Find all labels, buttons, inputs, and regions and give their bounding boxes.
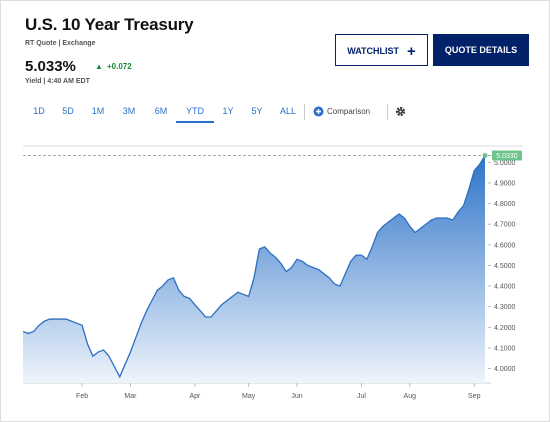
y-tick-label: 4.4000 — [494, 284, 516, 291]
range-tab[interactable]: 6M — [154, 106, 168, 116]
watchlist-button[interactable]: WATCHLIST + — [335, 34, 428, 66]
plus-icon: + — [407, 43, 416, 60]
quote-details-button[interactable]: QUOTE DETAILS — [433, 34, 529, 66]
range-tab[interactable]: 5Y — [251, 106, 263, 116]
x-tick-label: Aug — [404, 393, 417, 400]
line — [22, 155, 486, 379]
y-tick-label: 4.3000 — [494, 304, 516, 311]
divider — [304, 104, 305, 120]
y-tick-label: 4.6000 — [494, 242, 516, 249]
range-tab[interactable]: ALL — [279, 106, 297, 116]
last-point — [482, 153, 488, 159]
last-value-tag — [492, 150, 522, 161]
x-tick-label: Sep — [468, 393, 481, 400]
price-change: +0.072 — [107, 62, 132, 71]
y-tick-label: 5.0000 — [494, 160, 516, 167]
range-tab[interactable]: 5D — [62, 106, 74, 116]
x-tick-label: Jul — [357, 393, 366, 400]
button-label: WATCHLIST — [347, 46, 400, 56]
y-tick-label: 4.9000 — [494, 180, 516, 187]
x-tick-label: Apr — [189, 393, 201, 400]
x-tick-label: May — [242, 393, 256, 400]
area-fill — [23, 155, 485, 383]
y-tick-label: 4.7000 — [494, 222, 516, 229]
y-tick-label: 4.1000 — [494, 345, 516, 352]
up-arrow: ▲ — [95, 62, 103, 71]
divider — [387, 104, 388, 120]
settings-icon[interactable] — [395, 106, 406, 117]
title: U.S. 10 Year Treasury — [25, 15, 194, 34]
range-tab[interactable]: 1M — [91, 106, 105, 116]
range-tab[interactable]: 1D — [33, 106, 45, 116]
comparison-button[interactable]: Comparison — [327, 107, 371, 116]
y-tick-label: 4.2000 — [494, 325, 516, 332]
x-tick-label: Mar — [124, 393, 137, 400]
x-tick-label: Jun — [291, 393, 302, 400]
x-tick-label: Feb — [76, 393, 88, 400]
range-tab[interactable]: YTD — [176, 106, 214, 123]
plus-circle-icon — [313, 106, 324, 117]
last-value-label: 5.0330 — [496, 153, 518, 160]
y-tick-label: 4.8000 — [494, 201, 516, 208]
range-tab[interactable]: 1Y — [222, 106, 234, 116]
y-tick-label: 4.0000 — [494, 366, 516, 373]
range-tab[interactable]: 3M — [122, 106, 136, 116]
quote-time: Yield | 4:40 AM EDT — [25, 78, 90, 85]
y-tick-label: 4.5000 — [494, 263, 516, 270]
price: 5.033% — [25, 58, 76, 75]
quote-source: RT Quote | Exchange — [25, 40, 96, 47]
